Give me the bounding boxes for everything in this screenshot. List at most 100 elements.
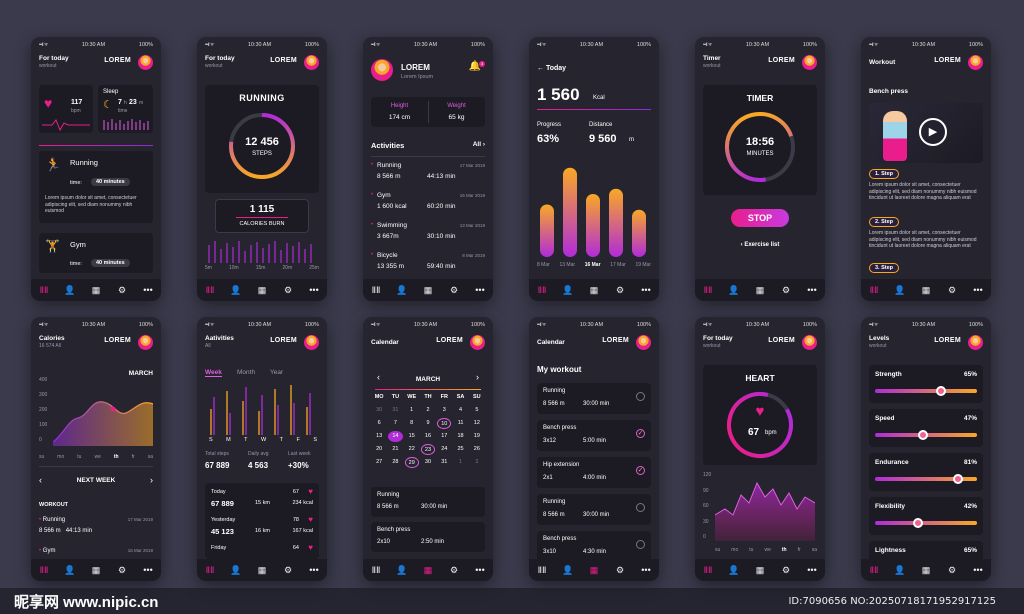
stop-button[interactable]: STOP [731,209,789,227]
level-bar [875,430,977,440]
pulse-line [42,119,90,131]
tab-month[interactable]: Month [237,369,256,376]
activity-name[interactable]: Bicycle [377,252,398,259]
calendar-day[interactable]: 30 [376,407,383,413]
calendar-day[interactable]: 18 [457,433,464,439]
calendar-day[interactable]: 20 [376,446,383,452]
next-month[interactable]: › [476,372,479,382]
calendar-day[interactable]: 7 [393,420,397,426]
calendar-day[interactable]: 11 [457,420,464,426]
activity-name[interactable]: Gym [377,192,391,199]
calendar-day[interactable]: 30 [424,459,432,465]
heart-icon: ♥ [755,403,765,420]
tab-settings[interactable]: ⚙ [117,284,127,295]
exercise-list-link[interactable]: ‹ Exercise list [740,242,780,248]
next-week[interactable]: › [150,475,153,485]
checkbox[interactable] [636,503,645,512]
tab-calendar[interactable]: ▦ [91,284,101,295]
calendar-day[interactable]: 17 [441,433,448,439]
avatar[interactable] [138,55,153,70]
calendar-day[interactable]: 15 [408,433,415,439]
calendar-day[interactable]: 8 [410,420,414,426]
avatar[interactable] [304,55,319,70]
prev-week[interactable]: ‹ [39,475,42,485]
play-icon[interactable]: ▶ [919,118,947,146]
calendar-day[interactable]: 21 [392,446,399,452]
workout-value: 3x10 [543,549,557,555]
calendar-day[interactable]: 31 [392,407,399,413]
gym-card[interactable]: 🏋 Gym time: 40 minutes [39,233,153,273]
calendar-day[interactable]: 5 [475,407,479,413]
back-button[interactable]: ← Today [537,65,567,72]
bell-icon[interactable]: 🔔 [468,61,481,72]
step-label[interactable]: 1. Step [869,169,900,179]
avatar[interactable] [371,59,393,81]
calendar-day[interactable]: 14 [388,431,403,442]
step-label[interactable]: 2. Step [869,217,900,227]
workout-item[interactable]: Bench press 3x12 5:00 min ✓ [537,420,651,451]
calendar-day[interactable]: 3 [442,407,446,413]
level-slider-handle[interactable] [912,518,923,528]
all-link[interactable]: All › [472,141,485,148]
running-card[interactable]: 🏃 Running time: 40 minutes Lorem ipsum d… [39,151,153,223]
workout-item[interactable]: Running 8 566 m 30:00 min [537,383,651,414]
workout-item[interactable]: Bench press 2x10 2:50 min [371,522,485,552]
calendar-day[interactable]: 19 [473,433,480,439]
calendar-day[interactable]: 28 [392,459,399,465]
activity-duration: 59:40 min [427,263,456,270]
workout-item[interactable]: Hip extension 2x1 4:00 min ✓ [537,457,651,488]
checkbox[interactable]: ✓ [636,466,645,475]
heart-rate-card[interactable]: ♥ 117 bpm [39,85,93,133]
calendar-day[interactable]: 1 [410,407,414,413]
level-slider-handle[interactable] [936,386,947,396]
calendar-day[interactable]: 10 [437,418,452,429]
tab-more[interactable]: ••• [143,285,153,295]
heart-card: HEART ♥ 67 bpm [703,365,817,465]
checkbox[interactable]: ✓ [636,429,645,438]
calendar-day[interactable]: 9 [426,420,430,426]
level-slider-handle[interactable] [952,474,963,484]
bullet: • [371,222,374,228]
checkbox[interactable] [636,540,645,549]
workout-duration: 30:00 min [421,504,448,510]
calendar-day[interactable]: 25 [457,446,464,452]
minute-bars [208,241,312,263]
day-kcal: 234 kcal [292,500,314,506]
calendar-day[interactable]: 23 [420,444,436,455]
calendar-day[interactable]: 27 [376,459,383,465]
calendar-day[interactable]: 2 [475,459,479,465]
calendar-day[interactable]: 16 [424,433,432,439]
signal-icon: ••ıl ᯤ [39,42,48,48]
sleep-card[interactable]: Sleep ☾ 7 h 23 m time [98,85,153,133]
calendar-day[interactable]: 2 [426,407,430,413]
moon-icon: ☾ [103,99,113,111]
step-label[interactable]: 3. Step [869,263,900,273]
video-preview[interactable]: ▶ [869,103,983,163]
prev-month[interactable]: ‹ [377,372,380,382]
workout-item[interactable]: Running 8 566 m 30:00 min [371,487,485,517]
tab-year[interactable]: Year [270,369,284,376]
day-label: Friday [211,545,227,551]
calendar-day[interactable]: 26 [473,446,480,452]
activity-name[interactable]: Running [377,162,402,169]
calendar-day[interactable]: 22 [408,446,415,452]
calendar-day[interactable]: 1 [459,459,463,465]
calendar-day[interactable]: 31 [441,459,448,465]
calendar-day[interactable]: 13 [376,433,383,439]
level-name: Flexibility [875,503,905,510]
tab-week[interactable]: Week [205,369,222,377]
calendar-day[interactable]: 12 [473,420,480,426]
calendar-day[interactable]: 24 [441,446,448,452]
checkbox[interactable] [636,392,645,401]
workout-item[interactable]: Running 8 566 m 30:00 min [537,494,651,525]
calendar-day[interactable]: 4 [459,407,463,413]
tab-workout[interactable]: ⅡⅡ [39,284,49,295]
activity-name[interactable]: Swimming [377,222,407,229]
level-slider-handle[interactable] [917,430,928,440]
calendar-day[interactable]: 6 [377,420,381,426]
tab-profile[interactable]: 👤 [64,284,76,295]
calendar-day[interactable]: 29 [404,457,419,468]
activity-duration: 30:10 min [427,233,456,240]
kcal-bars [540,167,646,257]
workout-item[interactable]: Bench press 3x10 4:30 min [537,531,651,562]
